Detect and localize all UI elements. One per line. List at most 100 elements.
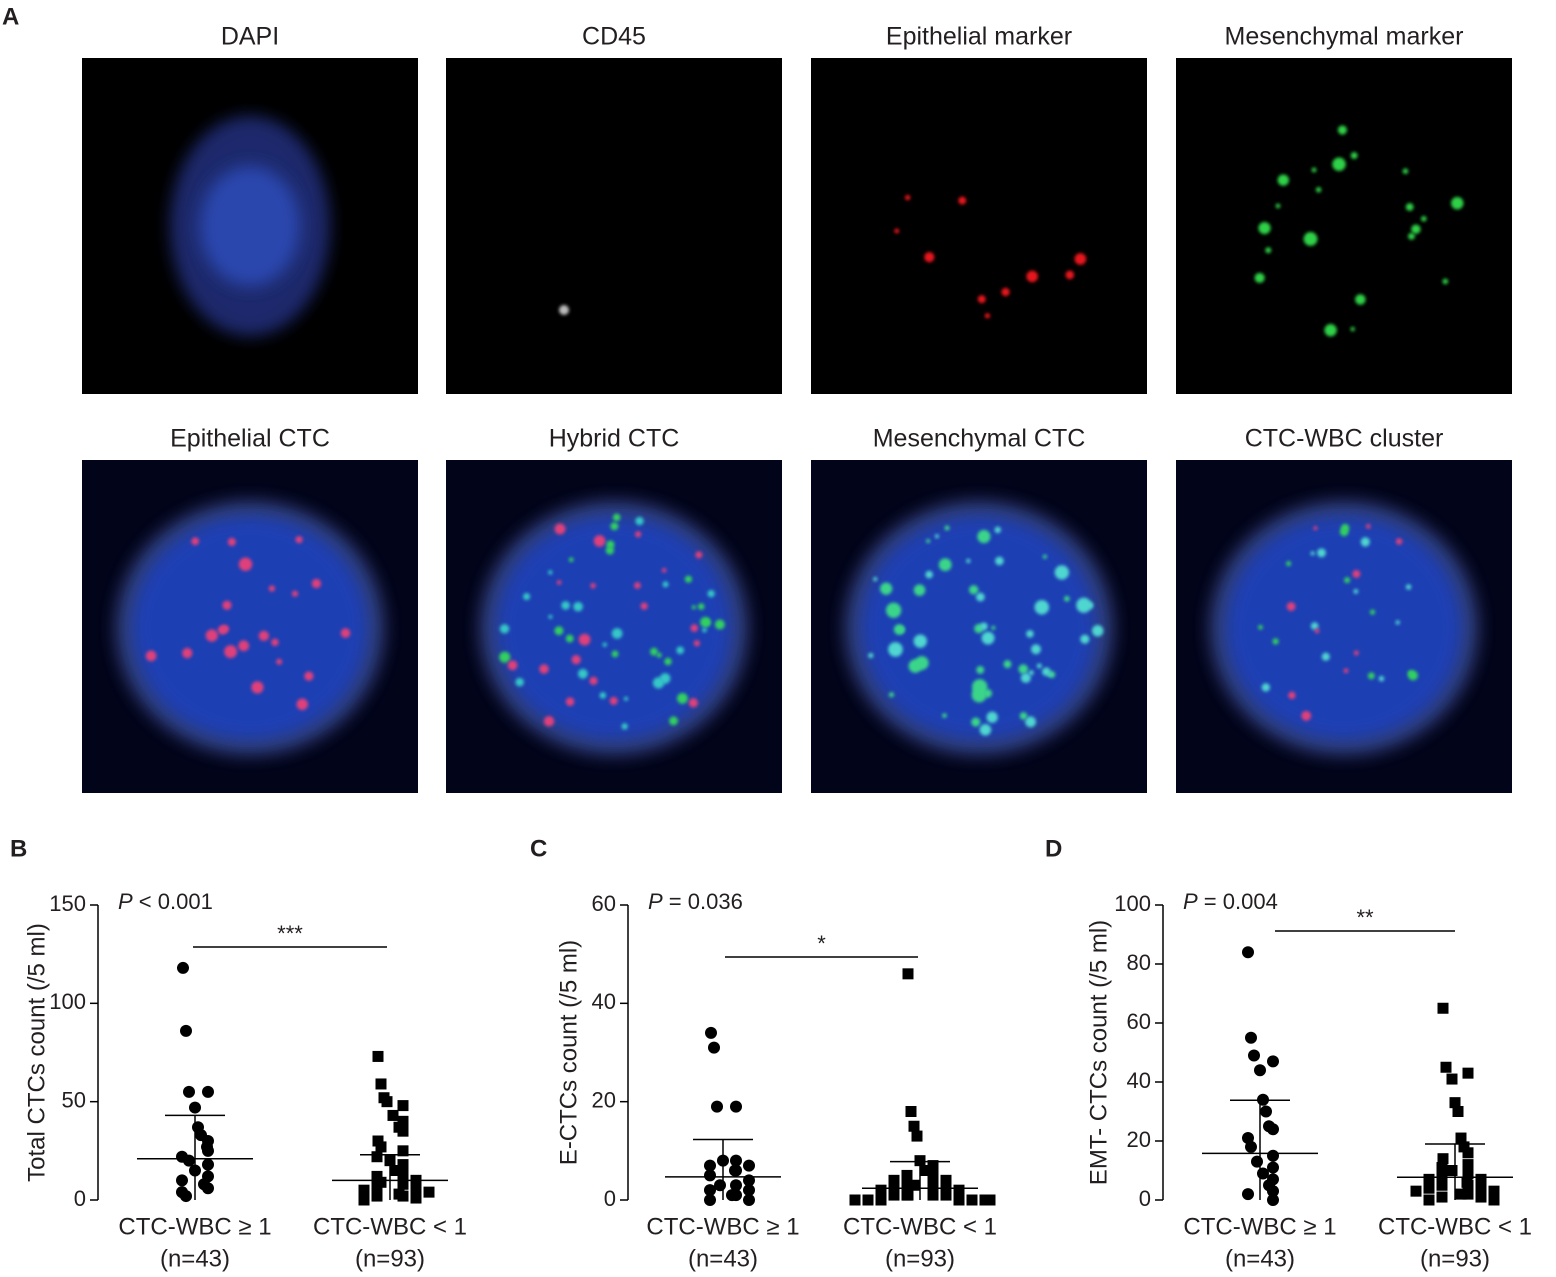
spot — [1301, 710, 1312, 721]
spot — [1367, 672, 1375, 680]
spot — [661, 568, 667, 573]
data-point — [1437, 1002, 1449, 1014]
spot — [507, 660, 518, 671]
spot — [714, 619, 725, 630]
x-tick-label: CTC-WBC ≥ 1 — [646, 1213, 799, 1240]
spot — [977, 295, 986, 304]
data-point — [372, 1050, 384, 1062]
image-bg — [446, 58, 782, 394]
spot — [606, 540, 615, 549]
data-point — [1257, 1167, 1269, 1180]
spot — [217, 625, 227, 635]
image-title: DAPI — [221, 23, 279, 51]
y-tick-label: 20 — [1127, 1127, 1151, 1152]
spot — [593, 535, 606, 547]
spot — [238, 557, 253, 571]
data-point — [381, 1096, 393, 1108]
spot — [1288, 691, 1296, 700]
p-italic: P — [648, 889, 663, 914]
spot — [611, 628, 623, 639]
spot — [295, 536, 303, 544]
spot — [1340, 523, 1350, 533]
spot — [599, 692, 607, 699]
data-point — [743, 1194, 755, 1206]
data-point — [1423, 1173, 1435, 1185]
data-point — [704, 1194, 716, 1206]
x-tick-label: CTC-WBC < 1 — [1378, 1213, 1532, 1240]
data-point — [1446, 1165, 1458, 1176]
spot — [691, 605, 696, 610]
spot — [340, 628, 351, 638]
spot — [994, 526, 1001, 534]
spot — [690, 624, 699, 632]
spot — [1277, 174, 1289, 186]
image-title: Mesenchymal marker — [1225, 23, 1464, 51]
spot — [1317, 548, 1326, 558]
data-point — [397, 1115, 409, 1127]
spot — [1402, 168, 1409, 175]
spot — [979, 723, 992, 736]
micrograph — [82, 460, 418, 793]
spot — [971, 687, 987, 703]
data-point — [371, 1151, 383, 1163]
data-point — [911, 1130, 923, 1142]
spot — [296, 698, 309, 711]
data-point — [1423, 1182, 1435, 1194]
spot — [523, 593, 531, 601]
p-italic: P — [118, 889, 133, 914]
data-point — [375, 1141, 387, 1153]
data-point — [920, 1165, 932, 1176]
data-point — [927, 1179, 939, 1191]
data-point — [202, 1144, 214, 1157]
image-title: Epithelial marker — [886, 23, 1072, 51]
data-point — [1462, 1188, 1474, 1200]
image-title: Epithelial CTC — [170, 425, 330, 453]
spot — [634, 582, 641, 589]
spot — [677, 692, 688, 704]
p-value: P = 0.036 — [648, 889, 743, 914]
spot — [1395, 620, 1400, 625]
spot — [676, 646, 685, 655]
spot — [1074, 253, 1087, 265]
spot — [984, 313, 991, 319]
data-point — [708, 1041, 720, 1054]
spot — [1405, 203, 1414, 211]
data-point — [1423, 1194, 1435, 1206]
spot — [610, 522, 619, 531]
y-tick-label: 40 — [1127, 1068, 1151, 1093]
spot — [688, 698, 699, 708]
spot — [1054, 565, 1070, 580]
data-point — [901, 1179, 913, 1191]
spot — [1261, 683, 1271, 692]
spot — [499, 624, 510, 634]
spot — [565, 634, 574, 643]
spot — [702, 627, 707, 633]
image-title: Hybrid CTC — [549, 425, 680, 453]
spot — [885, 602, 902, 618]
spot — [222, 600, 232, 610]
spot — [697, 603, 705, 610]
data-point — [397, 1190, 409, 1202]
spot — [924, 252, 935, 263]
data-point — [927, 1169, 939, 1181]
spot — [888, 642, 903, 657]
spot — [707, 590, 715, 598]
data-point — [914, 1155, 926, 1167]
spot — [640, 602, 648, 610]
spot — [979, 622, 988, 631]
spot — [1314, 628, 1320, 634]
spot — [1003, 660, 1012, 669]
spot — [1360, 537, 1370, 547]
data-point — [358, 1194, 370, 1206]
spot — [571, 655, 581, 665]
spot — [669, 716, 678, 726]
x-tick-label: (n=93) — [355, 1245, 425, 1272]
spot — [276, 658, 283, 665]
spot — [662, 581, 669, 588]
spot — [958, 196, 967, 205]
spot — [1034, 599, 1050, 615]
spot — [1310, 622, 1319, 630]
spot — [1324, 323, 1337, 337]
spot — [1275, 203, 1281, 209]
x-tick-label: CTC-WBC ≥ 1 — [1183, 1213, 1336, 1240]
